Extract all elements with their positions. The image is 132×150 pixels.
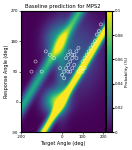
- Point: [34, 60, 37, 63]
- Point: [59, 67, 61, 69]
- Point: [69, 50, 71, 53]
- Point: [75, 57, 77, 59]
- Point: [75, 50, 77, 53]
- Point: [65, 57, 67, 59]
- Point: [98, 30, 100, 32]
- Point: [94, 40, 96, 42]
- Point: [49, 54, 51, 56]
- Title: Baseline prediction for MPS2: Baseline prediction for MPS2: [25, 4, 101, 9]
- Point: [79, 67, 82, 69]
- Point: [77, 47, 79, 49]
- Point: [96, 33, 98, 36]
- Point: [71, 57, 73, 59]
- Point: [71, 67, 73, 69]
- Point: [65, 67, 67, 69]
- Point: [81, 60, 84, 63]
- Point: [81, 70, 84, 73]
- Point: [53, 57, 55, 59]
- Point: [73, 64, 75, 66]
- Point: [84, 57, 86, 59]
- Point: [84, 67, 86, 69]
- Point: [90, 47, 92, 49]
- Point: [45, 50, 47, 53]
- Point: [67, 64, 69, 66]
- Y-axis label: Probability (%): Probability (%): [125, 57, 129, 87]
- Point: [92, 44, 94, 46]
- Point: [30, 70, 32, 73]
- X-axis label: Target Angle (deg): Target Angle (deg): [40, 141, 86, 146]
- Point: [100, 23, 102, 26]
- Point: [41, 70, 43, 73]
- Point: [67, 70, 69, 73]
- Point: [73, 54, 75, 56]
- Point: [86, 54, 88, 56]
- Point: [88, 50, 90, 53]
- Point: [77, 70, 79, 73]
- Y-axis label: Response Angle (deg): Response Angle (deg): [4, 45, 9, 98]
- Point: [63, 77, 65, 80]
- Point: [71, 54, 73, 56]
- Point: [63, 70, 65, 73]
- Point: [61, 74, 63, 76]
- Point: [69, 70, 71, 73]
- Point: [67, 54, 69, 56]
- Point: [69, 60, 71, 63]
